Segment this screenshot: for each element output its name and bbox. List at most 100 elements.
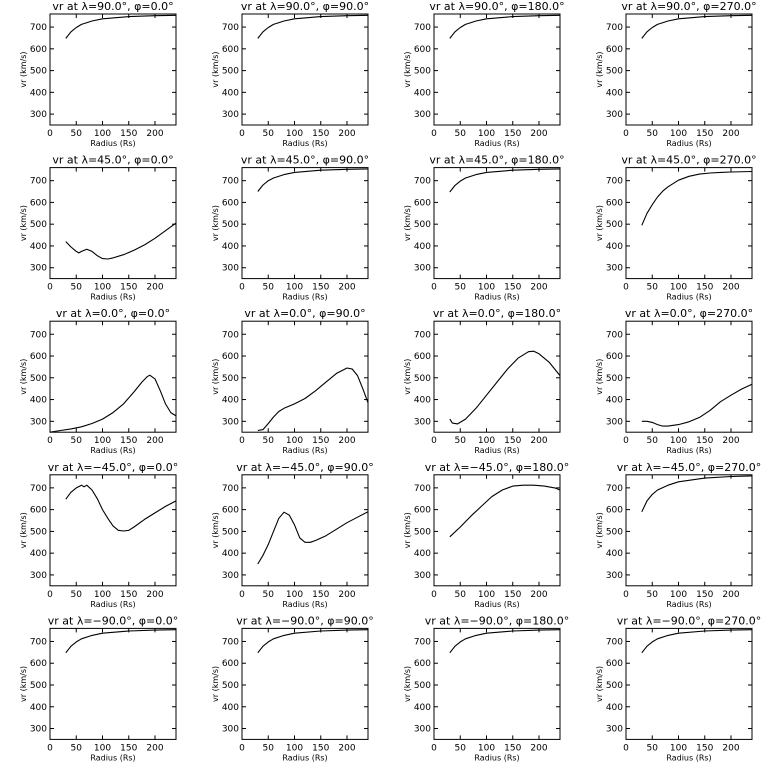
plot-frame: [433, 627, 561, 740]
x-axis-label: Radius (Rs): [666, 446, 711, 455]
y-tick-label: 700: [30, 23, 47, 33]
panel-title: vr at λ=−90.0°, φ=180.0°: [425, 614, 569, 627]
y-tick-label: 700: [414, 484, 431, 494]
x-axis-label: Radius (Rs): [474, 753, 519, 762]
data-line: [257, 511, 369, 565]
panel-17: vr at λ=−90.0°, φ=0.0° 0 50 100 150 200 300 400…: [19, 614, 178, 762]
x-tick-label: 50: [71, 129, 83, 139]
y-tick-label: 400: [222, 703, 239, 713]
data-line: [641, 475, 753, 513]
x-tick-label: 150: [312, 283, 329, 293]
panel-title: vr at λ=90.0°, φ=90.0°: [241, 0, 369, 13]
x-tick-label: 200: [338, 283, 355, 293]
x-tick-label: 50: [71, 436, 83, 446]
y-tick-label: 600: [606, 198, 623, 208]
y-tick-label: 300: [222, 571, 239, 581]
x-tick-label: 200: [146, 436, 163, 446]
panel-title: vr at λ=0.0°, φ=270.0°: [625, 307, 753, 320]
y-tick-label: 300: [414, 264, 431, 274]
y-tick-label: 600: [414, 198, 431, 208]
y-tick-label: 400: [414, 703, 431, 713]
x-tick-label: 150: [504, 590, 521, 600]
y-tick-label: 700: [414, 23, 431, 33]
panel-4: vr at λ=90.0°, φ=270.0° 0 50 100 150 200 300 40…: [595, 0, 757, 148]
x-tick-label: 200: [146, 743, 163, 753]
data-line: [65, 484, 177, 532]
panel-title: vr at λ=−45.0°, φ=270.0°: [617, 461, 761, 474]
plot-frame: [49, 474, 177, 587]
x-tick-label: 100: [286, 743, 303, 753]
data-line: [449, 629, 561, 654]
panel-7: vr at λ=45.0°, φ=180.0° 0 50 100 150 200 300 40…: [403, 154, 565, 302]
panel-3: vr at λ=90.0°, φ=180.0° 0 50 100 150 200 300 40…: [403, 0, 565, 148]
y-tick-label: 400: [606, 396, 623, 406]
y-tick-label: 700: [30, 484, 47, 494]
y-tick-label: 500: [222, 681, 239, 691]
y-tick-label: 300: [30, 110, 47, 120]
y-tick-label: 600: [30, 659, 47, 669]
plot-frame: [625, 474, 753, 587]
plot-frame: [241, 13, 369, 126]
y-tick-label: 300: [606, 725, 623, 735]
x-tick-label: 50: [455, 590, 467, 600]
y-tick-label: 500: [222, 527, 239, 537]
data-line: [641, 170, 753, 226]
x-tick-label: 150: [120, 743, 137, 753]
plot-frame: [625, 627, 753, 740]
x-tick-label: 200: [722, 129, 739, 139]
x-axis-label: Radius (Rs): [666, 139, 711, 148]
y-tick-label: 500: [222, 220, 239, 230]
x-axis-label: Radius (Rs): [666, 600, 711, 609]
y-tick-label: 700: [606, 484, 623, 494]
y-axis-label: vr (km/s): [211, 205, 220, 241]
panel-title: vr at λ=90.0°, φ=180.0°: [429, 0, 564, 13]
y-tick-label: 700: [30, 177, 47, 187]
x-tick-label: 100: [478, 129, 495, 139]
y-tick-label: 700: [606, 177, 623, 187]
y-axis-label: vr (km/s): [19, 359, 28, 395]
x-tick-label: 50: [71, 743, 83, 753]
y-axis-label: vr (km/s): [595, 205, 604, 241]
y-tick-label: 300: [606, 110, 623, 120]
y-tick-label: 600: [30, 45, 47, 55]
x-tick-label: 100: [478, 436, 495, 446]
y-axis-label: vr (km/s): [595, 666, 604, 702]
y-tick-label: 300: [606, 571, 623, 581]
x-tick-label: 100: [94, 436, 111, 446]
x-tick-label: 150: [312, 743, 329, 753]
panel-16: vr at λ=−45.0°, φ=270.0° 0 50 100 150 200 300 4…: [595, 461, 761, 609]
x-axis-label: Radius (Rs): [474, 139, 519, 148]
y-tick-label: 300: [606, 264, 623, 274]
data-line: [449, 168, 561, 193]
panel-title: vr at λ=0.0°, φ=90.0°: [244, 307, 365, 320]
y-tick-label: 500: [414, 220, 431, 230]
x-tick-label: 50: [71, 590, 83, 600]
plot-frame: [433, 474, 561, 587]
y-tick-label: 400: [414, 396, 431, 406]
y-tick-label: 300: [222, 725, 239, 735]
y-tick-label: 600: [606, 352, 623, 362]
data-line: [49, 374, 177, 433]
y-tick-label: 400: [222, 242, 239, 252]
x-tick-label: 200: [722, 436, 739, 446]
panel-14: vr at λ=−45.0°, φ=90.0° 0 50 100 150 200 300 40…: [211, 461, 374, 609]
x-tick-label: 50: [647, 129, 659, 139]
x-tick-label: 150: [312, 436, 329, 446]
x-axis-label: Radius (Rs): [474, 446, 519, 455]
y-tick-label: 700: [30, 330, 47, 340]
x-axis-label: Radius (Rs): [90, 600, 135, 609]
x-tick-label: 150: [696, 436, 713, 446]
x-tick-label: 100: [94, 590, 111, 600]
x-tick-label: 100: [94, 743, 111, 753]
y-tick-label: 400: [30, 396, 47, 406]
y-tick-label: 500: [606, 527, 623, 537]
x-tick-label: 100: [670, 283, 687, 293]
x-tick-label: 150: [120, 129, 137, 139]
x-tick-label: 0: [623, 743, 629, 753]
y-tick-label: 500: [30, 527, 47, 537]
data-line: [65, 14, 177, 39]
y-tick-label: 600: [606, 45, 623, 55]
x-tick-label: 150: [696, 283, 713, 293]
panel-10: vr at λ=0.0°, φ=90.0° 0 50 100 150 200 300 400 5…: [211, 307, 369, 455]
y-axis-label: vr (km/s): [403, 51, 412, 87]
